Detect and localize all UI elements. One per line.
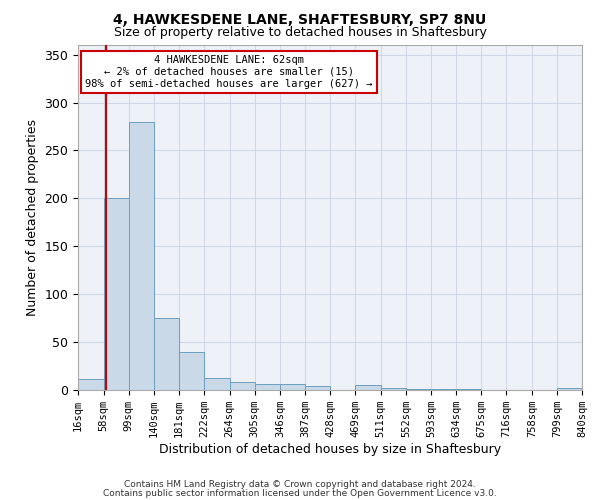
Bar: [230, 382, 254, 390]
Bar: [255, 384, 280, 390]
Bar: [280, 384, 305, 390]
Bar: [305, 386, 330, 390]
Bar: [104, 198, 128, 390]
Bar: [78, 378, 104, 390]
Bar: [381, 388, 406, 390]
Bar: [129, 122, 154, 390]
Bar: [179, 352, 204, 390]
Bar: [204, 378, 230, 390]
Text: Contains HM Land Registry data © Crown copyright and database right 2024.: Contains HM Land Registry data © Crown c…: [124, 480, 476, 489]
Bar: [355, 385, 380, 390]
Text: 4, HAWKESDENE LANE, SHAFTESBURY, SP7 8NU: 4, HAWKESDENE LANE, SHAFTESBURY, SP7 8NU: [113, 12, 487, 26]
Bar: [406, 389, 431, 390]
Bar: [456, 389, 481, 390]
Bar: [557, 388, 582, 390]
Y-axis label: Number of detached properties: Number of detached properties: [26, 119, 39, 316]
X-axis label: Distribution of detached houses by size in Shaftesbury: Distribution of detached houses by size …: [159, 443, 501, 456]
Bar: [154, 318, 179, 390]
Text: Contains public sector information licensed under the Open Government Licence v3: Contains public sector information licen…: [103, 488, 497, 498]
Bar: [431, 389, 456, 390]
Text: 4 HAWKESDENE LANE: 62sqm
← 2% of detached houses are smaller (15)
98% of semi-de: 4 HAWKESDENE LANE: 62sqm ← 2% of detache…: [85, 56, 373, 88]
Text: Size of property relative to detached houses in Shaftesbury: Size of property relative to detached ho…: [113, 26, 487, 39]
